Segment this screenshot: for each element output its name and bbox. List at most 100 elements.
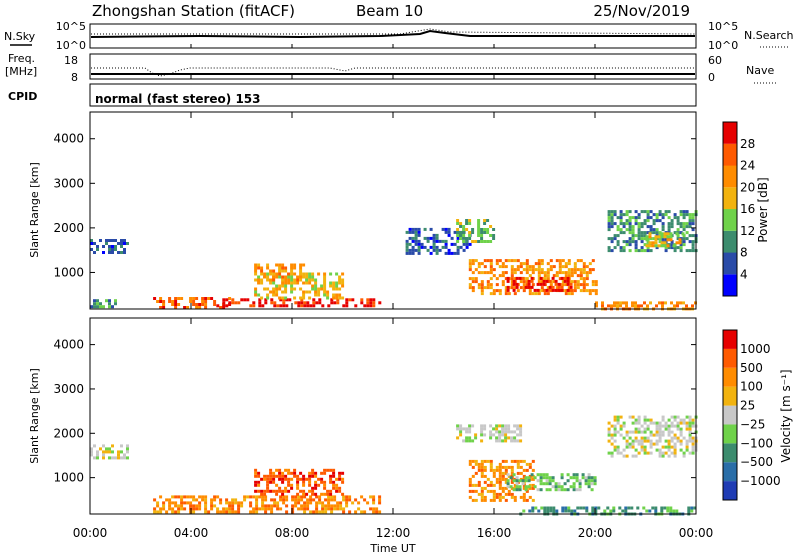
velocity-cbar-label: Velocity [m s⁻¹]	[779, 369, 793, 462]
heatmap-cell	[643, 234, 647, 238]
velocity-panel-frame	[89, 317, 697, 515]
colorbar-tick-label: 8	[740, 246, 748, 260]
heatmap-cell	[613, 445, 617, 449]
heatmap-cell	[314, 471, 318, 475]
heatmap-cell	[685, 448, 689, 452]
heatmap-cell	[105, 242, 108, 245]
heatmap-cell	[345, 495, 349, 499]
heatmap-cell	[685, 445, 689, 449]
heatmap-cell	[685, 415, 689, 419]
heatmap-cell	[685, 213, 689, 217]
heatmap-cell	[284, 284, 288, 288]
heatmap-cell	[210, 501, 214, 505]
heatmap-cell	[667, 430, 671, 434]
heatmap-cell	[444, 251, 448, 255]
heatmap-cell	[546, 274, 550, 278]
heatmap-cell	[561, 509, 565, 513]
heatmap-cell	[282, 301, 286, 305]
heatmap-cell	[162, 306, 166, 309]
heatmap-cell	[282, 304, 286, 308]
heatmap-cell	[537, 262, 541, 266]
heatmap-cell	[512, 479, 516, 483]
heatmap-cell	[210, 504, 214, 508]
heatmap-cell	[198, 507, 202, 511]
heatmap-cell	[234, 498, 238, 502]
heatmap-cell	[510, 471, 514, 475]
heatmap-cell	[345, 301, 349, 305]
heatmap-cell	[616, 243, 620, 247]
heatmap-cell	[327, 507, 331, 511]
heatmap-cell	[552, 506, 556, 510]
heatmap-cell	[180, 297, 184, 300]
heatmap-cell	[654, 241, 658, 245]
heatmap-cell	[510, 436, 514, 440]
heatmap-cell	[492, 492, 496, 496]
heatmap-cell	[688, 418, 692, 422]
heatmap-cell	[456, 251, 460, 255]
heatmap-cell	[649, 228, 653, 232]
heatmap-cell	[345, 501, 349, 505]
heatmap-cell	[607, 439, 611, 443]
heatmap-cell	[294, 504, 298, 508]
heatmap-cell	[471, 259, 475, 263]
heatmap-cell	[537, 274, 541, 278]
heatmap-cell	[369, 298, 373, 302]
heatmap-cell	[486, 228, 490, 231]
heatmap-cell	[486, 283, 490, 287]
heatmap-cell	[593, 482, 597, 486]
heatmap-cell	[637, 442, 641, 446]
heatmap-cell	[685, 424, 689, 428]
heatmap-cell	[414, 227, 418, 231]
heatmap-cell	[545, 476, 549, 480]
heatmap-cell	[480, 231, 484, 234]
heatmap-cell	[308, 278, 312, 282]
heatmap-cell	[607, 213, 611, 217]
heatmap-cell	[126, 447, 129, 451]
heatmap-cell	[688, 427, 692, 431]
heatmap-cell	[108, 245, 111, 248]
heatmap-cell	[291, 495, 295, 499]
heatmap-cell	[477, 231, 481, 234]
heatmap-cell	[531, 283, 535, 287]
heatmap-cell	[595, 304, 598, 308]
heatmap-cell	[637, 418, 641, 422]
heatmap-cell	[483, 286, 487, 290]
heatmap-cell	[554, 488, 558, 492]
heatmap-cell	[225, 298, 229, 302]
heatmap-cell	[682, 225, 686, 229]
heatmap-cell	[326, 290, 330, 294]
heatmap-cell	[369, 495, 373, 499]
heatmap-cell	[682, 216, 686, 220]
heatmap-cell	[308, 281, 312, 285]
heatmap-cell	[495, 259, 499, 263]
heatmap-cell	[631, 445, 635, 449]
heatmap-cell	[621, 509, 625, 513]
heatmap-cell	[305, 492, 309, 496]
heatmap-cell	[156, 501, 160, 505]
heatmap-cell	[231, 301, 235, 305]
heatmap-cell	[676, 228, 680, 232]
heatmap-cell	[628, 222, 632, 226]
heatmap-cell	[329, 272, 333, 276]
heatmap-cell	[637, 228, 641, 232]
heatmap-cell	[492, 228, 496, 231]
heatmap-cell	[243, 298, 247, 302]
heatmap-cell	[275, 272, 279, 276]
heatmap-cell	[513, 268, 517, 272]
heatmap-cell	[489, 225, 493, 228]
heatmap-cell	[332, 471, 336, 475]
heatmap-cell	[311, 486, 315, 490]
heatmap-cell	[673, 433, 677, 437]
heatmap-cell	[663, 232, 667, 236]
heatmap-cell	[228, 501, 232, 505]
heatmap-cell	[468, 427, 472, 431]
heatmap-cell	[652, 231, 656, 235]
heatmap-cell	[264, 510, 268, 514]
heatmap-cell	[341, 281, 345, 285]
heatmap-cell	[333, 507, 337, 511]
heatmap-cell	[510, 280, 514, 284]
heatmap-cell	[423, 227, 427, 231]
x-tick-label: 00:00	[679, 526, 714, 540]
heatmap-cell	[483, 228, 487, 231]
heatmap-cell	[679, 210, 683, 214]
